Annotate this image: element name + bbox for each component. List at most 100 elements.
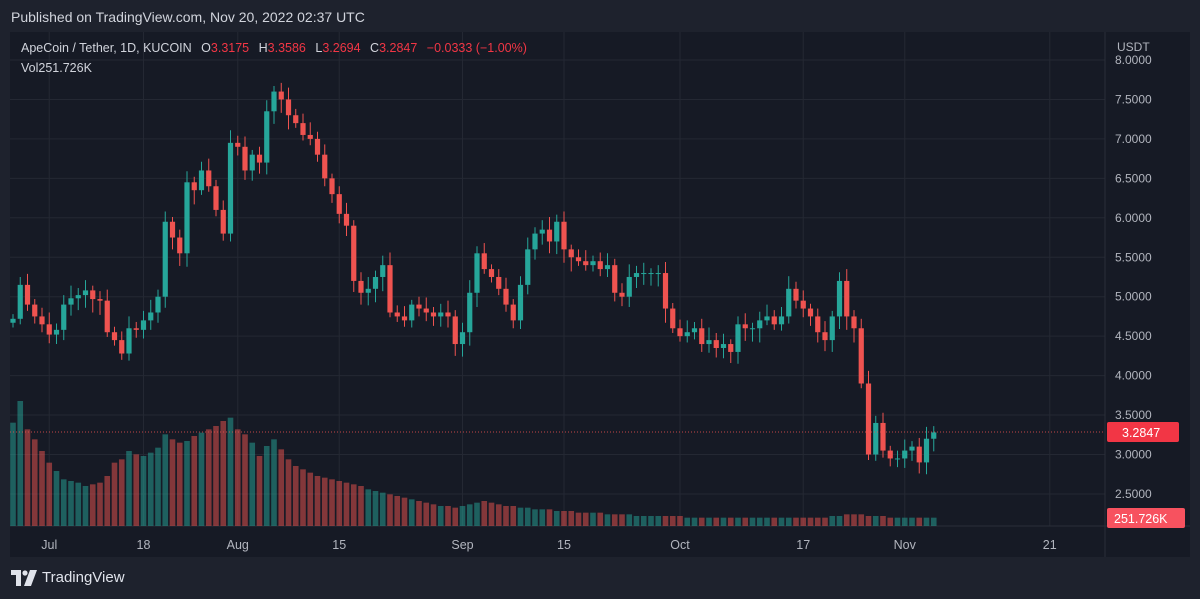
volume-bar bbox=[24, 429, 31, 526]
price-tick-label: 3.0000 bbox=[1115, 448, 1152, 462]
volume-bar bbox=[843, 514, 850, 526]
volume-bar bbox=[662, 516, 669, 526]
low-label: L bbox=[315, 41, 323, 55]
candle-body bbox=[699, 328, 705, 345]
volume-bar bbox=[590, 512, 596, 526]
candle-body bbox=[496, 276, 502, 289]
candle-body bbox=[17, 284, 23, 319]
volume-bar bbox=[778, 517, 785, 526]
candle-body bbox=[793, 288, 799, 301]
candle-body bbox=[322, 154, 328, 179]
candle-body bbox=[532, 233, 538, 250]
volume-bar bbox=[39, 451, 45, 526]
candle-body bbox=[104, 300, 110, 333]
volume-bar bbox=[423, 502, 430, 526]
volume-bar bbox=[800, 517, 807, 526]
candle-body bbox=[90, 290, 96, 300]
low-value: 3.2694 bbox=[322, 41, 361, 55]
candle-body bbox=[880, 422, 886, 451]
volume-bar bbox=[619, 514, 625, 526]
candle-body bbox=[561, 221, 567, 250]
candle-body bbox=[401, 316, 408, 321]
candle-body bbox=[510, 304, 516, 321]
last-price-label: 3.2847 bbox=[1122, 426, 1160, 440]
candle-body bbox=[807, 308, 814, 317]
candle-body bbox=[148, 312, 154, 321]
candle-body bbox=[590, 261, 596, 266]
volume-bar bbox=[539, 509, 546, 526]
candle-body bbox=[206, 170, 212, 187]
candle-body bbox=[844, 280, 850, 317]
close-value: 3.2847 bbox=[379, 41, 418, 55]
candle-body bbox=[670, 308, 676, 329]
open-value: 3.3175 bbox=[210, 41, 250, 55]
volume-bar bbox=[343, 482, 350, 526]
volume-bar bbox=[285, 459, 292, 526]
volume-bar bbox=[633, 516, 640, 526]
volume-bar bbox=[401, 497, 408, 526]
volume-bar bbox=[140, 456, 147, 526]
candle-body bbox=[554, 221, 560, 242]
volume-bar bbox=[408, 499, 415, 526]
candle-body bbox=[227, 142, 234, 234]
candle-body bbox=[264, 111, 270, 163]
candle-body bbox=[604, 265, 611, 270]
volume-bar bbox=[358, 486, 364, 526]
candle-body bbox=[169, 221, 176, 238]
volume-bar bbox=[872, 516, 879, 526]
last-volume-tag bbox=[1107, 508, 1185, 528]
candle-body bbox=[314, 138, 321, 155]
candle-body bbox=[97, 299, 103, 301]
volume-bar bbox=[923, 517, 930, 526]
volume-bar bbox=[930, 517, 937, 526]
volume-bar bbox=[365, 489, 372, 526]
volume-bar bbox=[227, 417, 234, 526]
candle-body bbox=[235, 142, 241, 147]
candle-body bbox=[445, 312, 451, 317]
candle-body bbox=[836, 280, 843, 317]
volume-bar bbox=[292, 466, 299, 526]
volume-bar bbox=[466, 504, 473, 526]
volume-bar bbox=[126, 451, 132, 526]
candle-body bbox=[583, 261, 589, 266]
price-tick-label: 5.0000 bbox=[1115, 290, 1152, 304]
volume-bar bbox=[735, 517, 741, 526]
volume-bar bbox=[481, 501, 488, 526]
candle-body bbox=[923, 438, 930, 463]
volume-bar bbox=[416, 501, 422, 526]
high-value: 3.3586 bbox=[267, 41, 306, 55]
price-chart[interactable]: 8.0000 7.5000 7.0000 6.5000 6.0000 5.5000 5.00… bbox=[10, 32, 1190, 557]
volume-bar bbox=[822, 517, 828, 526]
candle-body bbox=[409, 304, 415, 321]
candle-body bbox=[873, 422, 879, 455]
candle-body bbox=[75, 295, 81, 299]
price-tick-label: 7.0000 bbox=[1115, 132, 1152, 146]
volume-bar bbox=[865, 516, 872, 526]
volume-bar bbox=[582, 512, 589, 526]
volume-bar bbox=[909, 517, 915, 526]
volume-bar bbox=[720, 517, 727, 526]
currency-label: USDT bbox=[1117, 40, 1150, 54]
open-label: O bbox=[201, 41, 211, 55]
volume-bar bbox=[184, 441, 190, 526]
volume-legend: Vol251.726K bbox=[21, 61, 92, 75]
volume-bar bbox=[169, 439, 176, 526]
candle-body bbox=[220, 209, 226, 234]
candle-body bbox=[902, 450, 908, 459]
candle-body bbox=[887, 450, 893, 459]
volume-bar bbox=[713, 517, 720, 526]
candle-body bbox=[191, 182, 197, 191]
candle-body bbox=[162, 221, 168, 297]
volume-bar bbox=[147, 452, 154, 526]
candle-body bbox=[517, 284, 524, 321]
candle-body bbox=[648, 273, 654, 275]
last-price-tag bbox=[1107, 422, 1179, 443]
volume-bar bbox=[256, 456, 263, 526]
candle-body bbox=[539, 229, 545, 234]
candle-body bbox=[597, 261, 603, 270]
candle-body bbox=[720, 344, 727, 348]
time-tick-label: 18 bbox=[137, 538, 151, 552]
volume-bar bbox=[46, 462, 53, 526]
candle-body bbox=[488, 269, 495, 277]
volume-bar bbox=[488, 502, 495, 526]
